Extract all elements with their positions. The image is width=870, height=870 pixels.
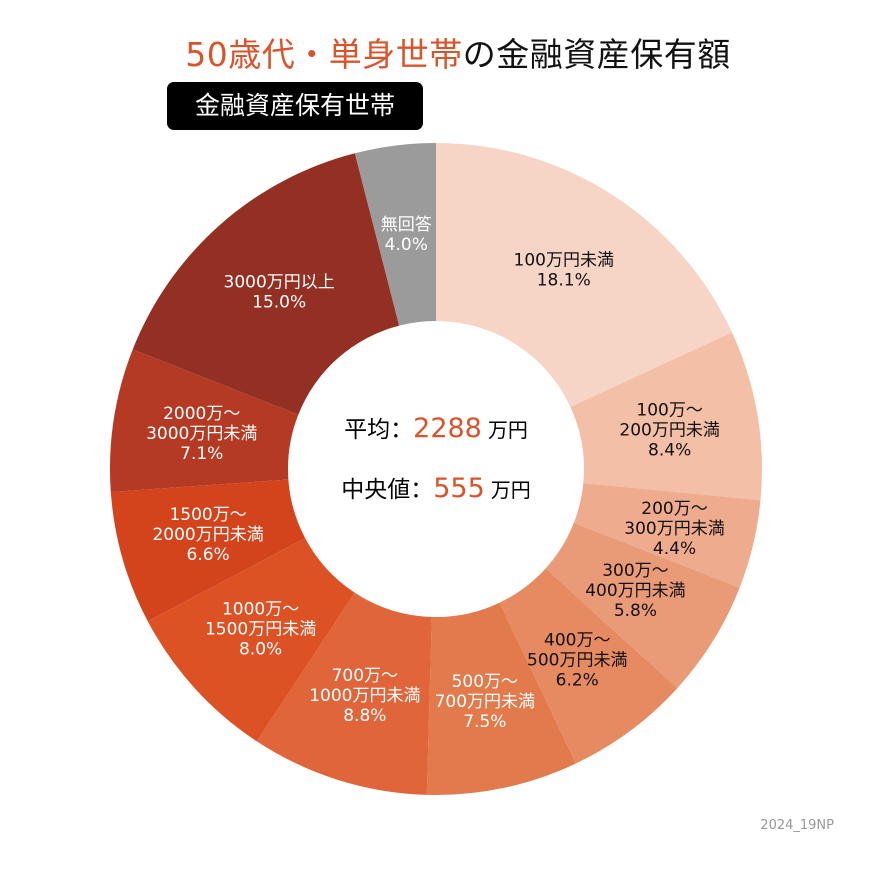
slice-percent: 7.1% xyxy=(180,444,223,464)
slice-percent: 6.2% xyxy=(556,670,599,690)
slice-category: 200万円未満 xyxy=(619,420,719,440)
slice-category: 400万円未満 xyxy=(585,581,685,601)
slice-category: 200万～ xyxy=(641,499,707,519)
slice-5 xyxy=(499,568,678,764)
slice-label-6: 500万～ 700万円未満 7.5% xyxy=(435,672,535,732)
slice-category: 1500万～ xyxy=(169,505,246,525)
slice-9 xyxy=(110,479,306,622)
slice-label-7: 700万～ 1000万円未満 8.8% xyxy=(309,666,420,726)
title-accent: 50歳代・単身世帯 xyxy=(185,35,463,74)
slice-category: 700万～ xyxy=(332,666,398,686)
slice-10 xyxy=(110,349,299,493)
slice-percent: 7.5% xyxy=(463,712,506,732)
slice-category: 3000万円以上 xyxy=(224,272,335,292)
segment-badge: 金融資産保有世帯 xyxy=(167,82,423,130)
slice-category: 2000万～ xyxy=(163,404,240,424)
slice-label-1: 100万円未満 18.1% xyxy=(514,250,614,290)
slice-label-12: 無回答 4.0% xyxy=(381,215,432,255)
slice-label-10: 2000万～ 3000万円未満 7.1% xyxy=(146,404,257,464)
mean-label: 平均： xyxy=(344,417,413,443)
slice-1 xyxy=(436,143,732,407)
slice-4 xyxy=(545,522,740,689)
slice-11 xyxy=(132,153,400,415)
median-value: 555 xyxy=(433,473,485,504)
mean-text: 平均：2288 万円 xyxy=(344,413,528,444)
slice-category: 500万～ xyxy=(452,672,518,692)
title-rest: の金融資産保有額 xyxy=(462,35,731,74)
slice-label-11: 3000万円以上 15.0% xyxy=(224,272,335,312)
slice-percent: 6.6% xyxy=(187,545,230,565)
slice-2 xyxy=(570,332,762,501)
slice-percent: 15.0% xyxy=(252,292,306,312)
slice-category: 無回答 xyxy=(381,215,432,235)
slice-percent: 8.8% xyxy=(343,706,386,726)
slice-category: 500万円未満 xyxy=(527,650,627,670)
slice-category: 400万～ xyxy=(544,630,610,650)
slice-percent: 18.1% xyxy=(537,270,591,290)
slice-category: 3000万円未満 xyxy=(146,424,257,444)
slice-7 xyxy=(256,592,432,795)
slice-category: 100万円未満 xyxy=(514,250,614,270)
mean-unit: 万円 xyxy=(488,418,528,442)
median-text: 中央値：555 万円 xyxy=(341,473,531,504)
slice-percent: 8.4% xyxy=(648,440,691,460)
slice-12 xyxy=(354,143,436,326)
slice-label-9: 1500万～ 2000万円未満 6.6% xyxy=(152,505,263,565)
slice-category: 700万円未満 xyxy=(435,692,535,712)
slice-label-2: 100万～ 200万円未満 8.4% xyxy=(619,400,719,460)
slice-percent: 5.8% xyxy=(614,601,657,621)
slice-category: 2000万円未満 xyxy=(152,525,263,545)
chart-title: 50歳代・単身世帯の金融資産保有額 xyxy=(0,28,870,76)
slice-category: 1000万円未満 xyxy=(309,686,420,706)
slice-label-8: 1000万～ 1500万円未満 8.0% xyxy=(205,599,316,659)
slice-label-5: 400万～ 500万円未満 6.2% xyxy=(527,630,627,690)
slice-percent: 4.4% xyxy=(653,539,696,559)
slice-8 xyxy=(147,538,355,742)
credit-text: 2024_19NP xyxy=(760,818,834,833)
slice-category: 300万～ xyxy=(602,561,668,581)
slice-percent: 4.0% xyxy=(385,235,428,255)
slice-category: 1500万円未満 xyxy=(205,619,316,639)
median-unit: 万円 xyxy=(491,478,531,502)
mean-value: 2288 xyxy=(413,413,482,444)
slice-category: 100万～ xyxy=(636,400,702,420)
slice-category: 300万円未満 xyxy=(624,519,724,539)
slice-percent: 8.0% xyxy=(239,639,282,659)
median-label: 中央値： xyxy=(341,477,433,503)
slice-3 xyxy=(573,483,761,588)
slice-6 xyxy=(426,602,576,795)
slice-label-4: 300万～ 400万円未満 5.8% xyxy=(585,561,685,621)
slice-label-3: 200万～ 300万円未満 4.4% xyxy=(624,499,724,559)
slice-category: 1000万～ xyxy=(222,599,299,619)
